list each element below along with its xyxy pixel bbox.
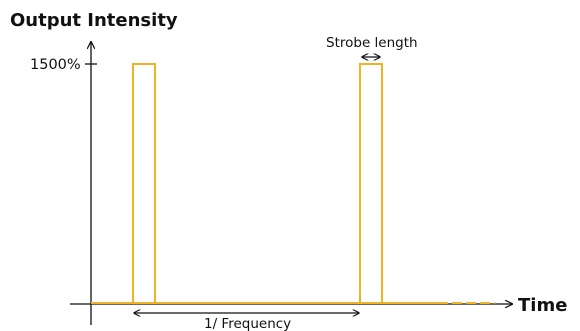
strobe-length-label: Strobe length <box>326 35 418 51</box>
strobe-pulse <box>132 63 156 304</box>
y-tick-label: 1500% <box>30 57 81 73</box>
strobe-pulse <box>359 63 383 304</box>
period-label: 1/ Frequency <box>204 316 291 331</box>
diagram-title: Output Intensity <box>10 10 178 31</box>
x-axis-label: Time <box>518 295 567 316</box>
